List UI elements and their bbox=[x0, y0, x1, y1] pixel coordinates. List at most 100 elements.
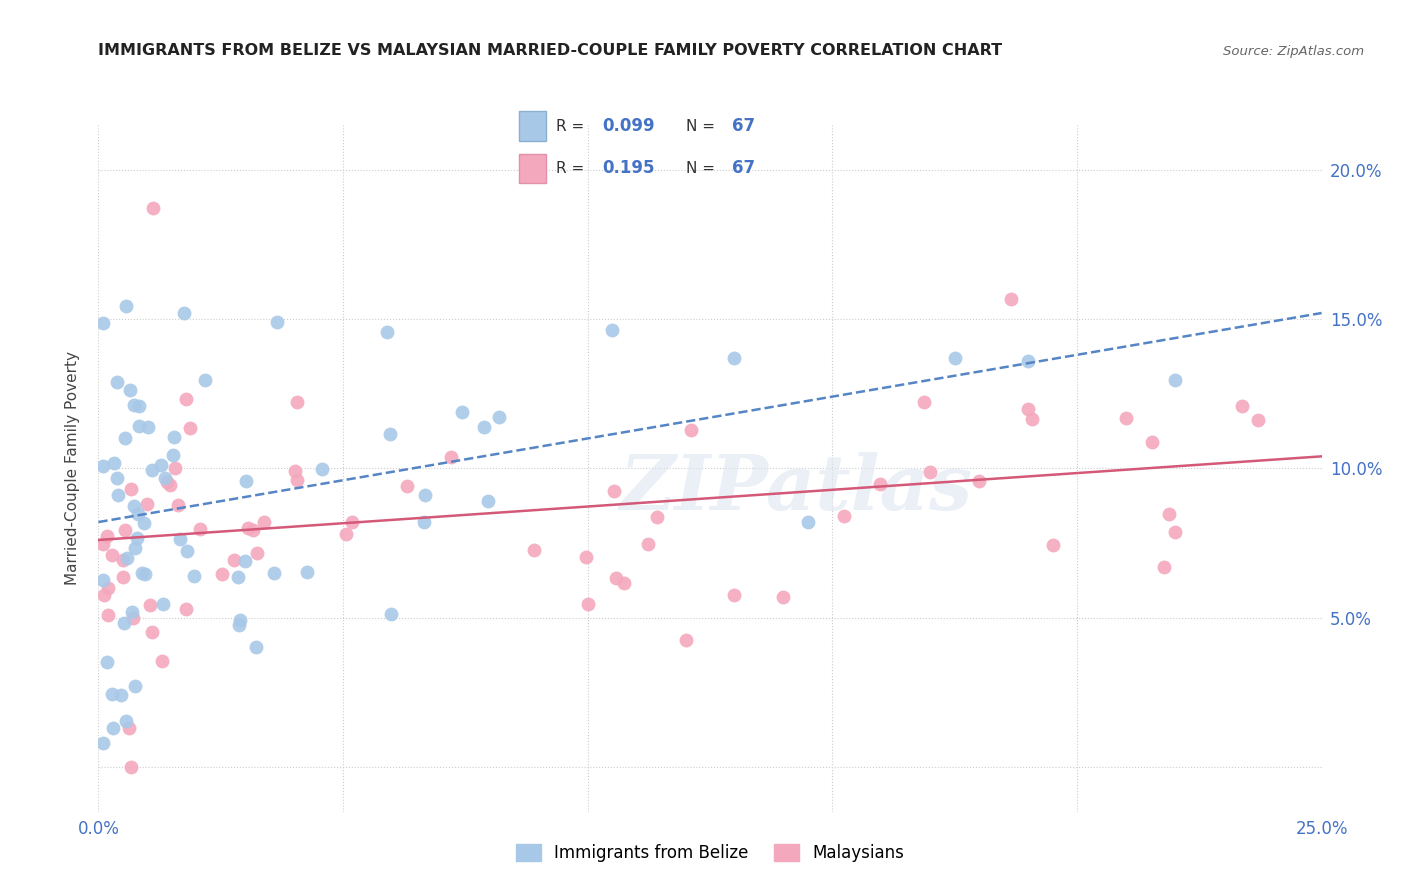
Point bbox=[110, 688, 132, 702]
Point bbox=[125, 531, 148, 545]
Point bbox=[380, 607, 402, 622]
Point bbox=[112, 616, 135, 631]
Text: R =: R = bbox=[555, 161, 589, 176]
Point bbox=[253, 515, 276, 529]
Point bbox=[605, 571, 627, 585]
Point bbox=[228, 613, 250, 627]
Point bbox=[575, 549, 598, 564]
Point bbox=[179, 421, 201, 435]
Point bbox=[173, 306, 195, 320]
Point bbox=[263, 566, 285, 580]
Point bbox=[413, 488, 436, 502]
Point bbox=[159, 478, 181, 492]
Point bbox=[378, 426, 401, 441]
Point bbox=[105, 471, 128, 485]
Point bbox=[1115, 411, 1137, 425]
Point bbox=[235, 475, 257, 489]
Point bbox=[128, 419, 150, 434]
Point bbox=[115, 551, 138, 566]
Point bbox=[142, 202, 165, 216]
FancyBboxPatch shape bbox=[519, 112, 547, 141]
Legend: Immigrants from Belize, Malaysians: Immigrants from Belize, Malaysians bbox=[509, 837, 911, 869]
Point bbox=[943, 351, 966, 365]
Point bbox=[613, 575, 636, 590]
Text: R =: R = bbox=[555, 119, 589, 134]
Point bbox=[477, 493, 499, 508]
Point bbox=[91, 574, 114, 588]
Text: 0.195: 0.195 bbox=[602, 160, 655, 178]
Point bbox=[645, 510, 668, 524]
Text: N =: N = bbox=[686, 119, 720, 134]
Point bbox=[1159, 507, 1181, 521]
Point bbox=[162, 448, 184, 462]
Point bbox=[150, 654, 173, 668]
Point bbox=[523, 543, 546, 558]
Text: ZIPatlas: ZIPatlas bbox=[619, 452, 972, 526]
Point bbox=[912, 394, 935, 409]
Point bbox=[153, 471, 176, 485]
Point bbox=[96, 529, 118, 543]
Point bbox=[112, 570, 135, 584]
Point bbox=[1164, 524, 1187, 539]
Point bbox=[1153, 560, 1175, 574]
Point bbox=[139, 598, 162, 612]
Point bbox=[375, 325, 398, 339]
Point bbox=[127, 507, 149, 521]
Point bbox=[451, 405, 474, 419]
Point bbox=[1017, 354, 1039, 368]
Point bbox=[1140, 435, 1163, 450]
Point bbox=[93, 588, 115, 602]
Point bbox=[266, 315, 288, 329]
Point bbox=[440, 450, 463, 465]
Point bbox=[222, 553, 245, 567]
Point bbox=[120, 482, 142, 496]
Point bbox=[413, 516, 436, 530]
Point bbox=[101, 721, 124, 735]
Point bbox=[131, 566, 153, 580]
Point bbox=[287, 473, 309, 487]
Point bbox=[183, 568, 205, 582]
Point bbox=[832, 508, 855, 523]
Point bbox=[211, 566, 233, 581]
Point bbox=[335, 527, 357, 541]
Point bbox=[679, 423, 702, 437]
Point bbox=[124, 679, 146, 693]
Text: Source: ZipAtlas.com: Source: ZipAtlas.com bbox=[1223, 45, 1364, 58]
Point bbox=[163, 460, 186, 475]
Point bbox=[97, 581, 120, 595]
Point bbox=[132, 516, 155, 530]
Point bbox=[1164, 373, 1187, 387]
Point bbox=[1017, 401, 1039, 416]
Point bbox=[233, 554, 256, 568]
Point bbox=[105, 375, 128, 389]
Point bbox=[236, 521, 259, 535]
Point bbox=[1021, 412, 1043, 426]
Point bbox=[488, 409, 510, 424]
Point bbox=[723, 588, 745, 602]
Point bbox=[174, 602, 197, 616]
Point bbox=[176, 544, 198, 558]
Point bbox=[194, 373, 217, 387]
Point bbox=[97, 607, 120, 622]
Point bbox=[101, 548, 124, 562]
Point bbox=[111, 553, 134, 567]
Point bbox=[128, 399, 150, 413]
Point bbox=[242, 524, 264, 538]
Point bbox=[114, 431, 136, 445]
Point bbox=[150, 458, 173, 472]
Point bbox=[122, 610, 145, 624]
Point bbox=[246, 546, 269, 560]
Point bbox=[174, 392, 197, 406]
Point bbox=[91, 458, 114, 473]
Point bbox=[472, 419, 495, 434]
Point bbox=[1247, 412, 1270, 426]
Point bbox=[600, 323, 623, 337]
Point bbox=[637, 537, 659, 551]
Point bbox=[311, 462, 333, 476]
Point bbox=[920, 465, 942, 479]
Point bbox=[101, 687, 124, 701]
Point bbox=[675, 633, 697, 648]
Point bbox=[1230, 399, 1253, 413]
Point bbox=[91, 537, 114, 551]
Point bbox=[245, 640, 267, 654]
